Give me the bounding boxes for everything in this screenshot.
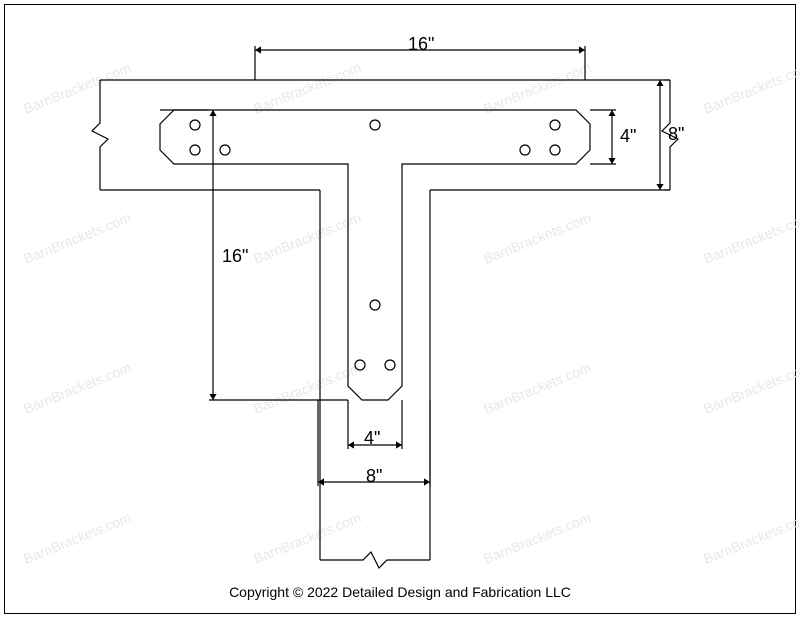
dim-stem-width: 4" — [364, 428, 380, 449]
dim-top-width: 16" — [408, 34, 434, 55]
dim-bracket-height: 16" — [222, 246, 248, 267]
dim-post-width: 8" — [366, 466, 382, 487]
technical-drawing — [0, 0, 800, 618]
dim-beam-height: 8" — [668, 124, 684, 145]
copyright-text: Copyright © 2022 Detailed Design and Fab… — [0, 584, 800, 600]
dim-flange-thickness: 4" — [620, 126, 636, 147]
